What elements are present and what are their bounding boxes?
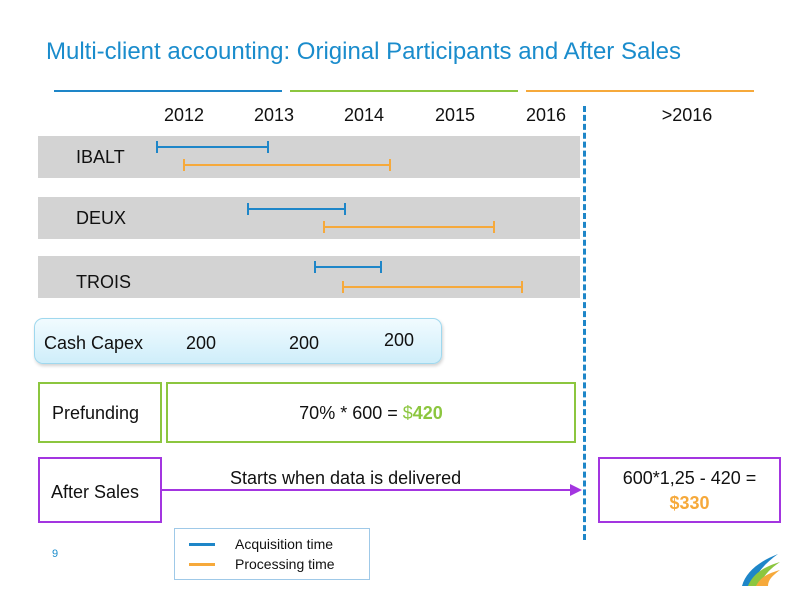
arrow-head (570, 484, 582, 496)
year-label-2014: 2014 (343, 105, 385, 125)
prefunding-dollar-sign: $ (402, 403, 413, 423)
after-sales-result-box: 600*1,25 - 420 = $330 (598, 457, 781, 523)
legend-acquisition-swatch (189, 543, 215, 546)
company-logo-icon (742, 554, 780, 586)
header-rule-blue (54, 90, 282, 92)
acquisition-bar-trois (314, 261, 383, 273)
legend-processing-swatch (189, 563, 215, 566)
after-sales-amount: $330 (669, 493, 710, 513)
header-rule-green (290, 90, 518, 92)
row-band-ibalt: IBALT (38, 136, 580, 178)
year-label-2013: 2013 (253, 105, 295, 125)
prefunding-formula-text: 70% * 600 = (299, 403, 403, 423)
year-label-after-2016: >2016 (661, 105, 713, 125)
capex-value-2012: 200 (186, 333, 217, 353)
after-sales-note: Starts when data is delivered (230, 468, 462, 488)
processing-bar-trois (341, 281, 523, 293)
year-label-2012: 2012 (163, 105, 205, 125)
row-label: DEUX (76, 208, 127, 228)
prefunding-label: Prefunding (52, 403, 140, 423)
after-sales-label-box: After Sales (38, 457, 162, 523)
cash-capex-label: Cash Capex (44, 333, 144, 353)
delivery-divider-line (583, 106, 586, 540)
capex-value-2013: 200 (289, 333, 320, 353)
after-sales-formula: 600*1,25 - 420 = (622, 468, 757, 488)
acquisition-bar-deux (246, 203, 347, 215)
after-sales-arrow (162, 484, 582, 496)
row-label: TROIS (76, 272, 132, 292)
processing-bar-deux (323, 221, 496, 233)
prefunding-amount: 420 (412, 403, 443, 423)
prefunding-formula-box: 70% * 600 = $420 (166, 382, 576, 443)
after-sales-label: After Sales (51, 482, 140, 502)
legend-processing-label: Processing time (235, 556, 335, 572)
year-label-2015: 2015 (434, 105, 476, 125)
processing-bar-ibalt (183, 159, 392, 171)
row-band-trois: TROIS (38, 256, 580, 298)
year-label-2016: 2016 (525, 105, 567, 125)
capex-value-2014: 200 (384, 330, 415, 350)
prefunding-label-box: Prefunding (38, 382, 162, 443)
header-rule-orange (526, 90, 754, 92)
cash-capex-box: Cash Capex 200 200 200 (34, 318, 442, 364)
acquisition-bar-ibalt (156, 141, 270, 153)
page-number: 9 (52, 548, 59, 560)
row-label: IBALT (76, 147, 125, 167)
slide-title: Multi-client accounting: Original Partic… (46, 38, 681, 65)
legend: Acquisition time Processing time (174, 528, 370, 580)
row-band-deux: DEUX (38, 197, 580, 239)
prefunding-formula: 70% * 600 = $420 (168, 403, 574, 424)
legend-acquisition-label: Acquisition time (235, 536, 334, 552)
